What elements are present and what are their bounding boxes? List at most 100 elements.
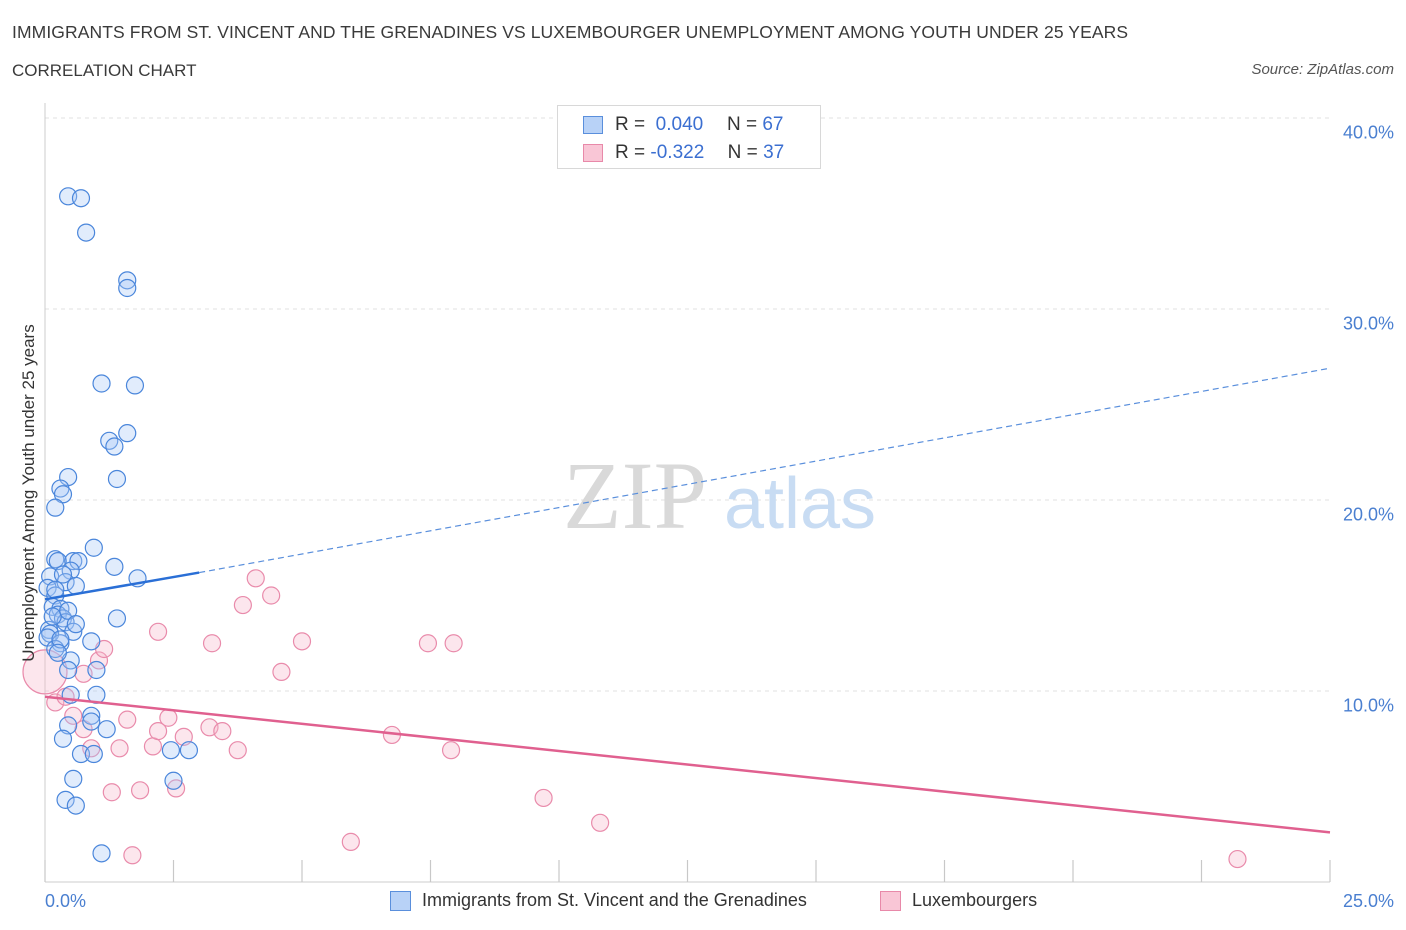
blue-point: [92, 844, 111, 863]
pink-point: [233, 595, 252, 615]
axes: [44, 103, 1331, 883]
legend-swatch-pink: [583, 144, 603, 162]
pink-point: [246, 569, 265, 588]
blue-point: [48, 552, 67, 571]
legend-r-value: -0.322: [650, 142, 705, 163]
blue-point: [164, 771, 183, 790]
legend-label-luxembourgers: Luxembourgers: [912, 890, 1038, 910]
blue-point: [97, 720, 116, 739]
pink-point: [148, 622, 168, 641]
blue-point: [107, 469, 127, 489]
blue-point: [66, 796, 85, 815]
legend-n-value: 67: [762, 114, 784, 135]
blue-point: [84, 744, 103, 764]
pink-point: [123, 846, 142, 865]
legend-row-immigrants: R = 0.040 N = 67: [583, 113, 783, 137]
pink-point: [143, 737, 163, 756]
legend-n-label: N =: [726, 114, 758, 135]
legend-swatch-pink: [880, 890, 901, 911]
series-luxembourgers: [22, 569, 1247, 869]
blue-point: [43, 607, 62, 626]
blue-point: [82, 632, 101, 651]
blue-point: [105, 437, 124, 456]
series-immigrants: [38, 187, 199, 863]
blue-point: [71, 189, 91, 208]
legend-swatch-blue: [583, 116, 603, 134]
y-tick-label: 40.0%: [1342, 122, 1394, 143]
blue-point: [92, 374, 111, 393]
pink-point: [272, 662, 291, 682]
blue-point: [64, 769, 83, 788]
blue-point: [48, 643, 67, 662]
pink-point: [64, 706, 83, 725]
legend-row-luxembourgers: R = -0.322 N = 37: [583, 141, 784, 165]
pink-point: [118, 710, 137, 729]
pink-point: [102, 783, 121, 802]
pink-point: [444, 634, 463, 653]
blue-point: [118, 271, 137, 290]
legend-swatch-blue: [390, 890, 411, 911]
blue-point: [71, 744, 91, 764]
trend-line-immigrants: [44, 571, 200, 601]
blue-point: [53, 485, 73, 504]
blue-point: [46, 498, 65, 517]
pink-point: [418, 634, 438, 653]
blue-point: [77, 223, 96, 242]
chart-subtitle: CORRELATION CHART: [12, 61, 197, 80]
blue-point: [105, 557, 124, 576]
trend-line-luxembourgers: [44, 695, 1331, 834]
blue-point: [100, 431, 119, 450]
pink-point: [202, 634, 222, 653]
legend-r-value: 0.040: [655, 114, 704, 135]
pink-point: [74, 720, 93, 739]
pink-point: [213, 722, 232, 741]
bottom-legend-immigrants[interactable]: Immigrants from St. Vincent and the Gren…: [390, 890, 807, 911]
pink-point: [110, 739, 129, 758]
blue-point: [84, 538, 103, 557]
legend-n-value: 37: [763, 142, 785, 163]
y-axis-label: Unemployment Among Youth under 25 years: [19, 324, 38, 662]
blue-point: [87, 660, 106, 680]
pink-point: [174, 727, 193, 746]
blue-point: [82, 712, 101, 731]
legend-label-immigrants: Immigrants from St. Vincent and the Gren…: [422, 890, 807, 910]
correlation-legend: R = 0.040 N = 67 R = -0.322 N = 37: [557, 105, 821, 169]
blue-point: [46, 550, 65, 569]
blue-point: [125, 376, 145, 395]
source-label: Source: ZipAtlas.com: [1251, 61, 1394, 78]
y-tick-label: 10.0%: [1342, 695, 1394, 716]
blue-point: [82, 706, 101, 725]
pink-point: [130, 781, 150, 800]
blue-point: [53, 565, 73, 584]
pink-point: [262, 586, 281, 605]
blue-point: [53, 729, 73, 748]
blue-point: [56, 790, 75, 809]
pink-point: [1228, 849, 1247, 869]
legend-r-label: R =: [615, 114, 646, 135]
x-tick-label-max: 25.0%: [1342, 891, 1394, 911]
pink-point: [148, 722, 168, 741]
blue-point: [107, 609, 127, 628]
pink-point: [341, 832, 360, 851]
legend-n-label: N =: [727, 142, 758, 163]
pink-point: [159, 708, 178, 727]
pink-point: [292, 632, 312, 651]
legend-r-label: R =: [615, 142, 646, 163]
trend-lines: [44, 367, 1331, 834]
blue-point: [59, 601, 78, 620]
blue-point: [118, 278, 137, 298]
y-tick-label: 20.0%: [1342, 504, 1394, 525]
blue-point: [66, 615, 85, 634]
blue-point: [161, 741, 181, 760]
watermark-atlas: atlas: [724, 464, 876, 544]
blue-point: [118, 424, 137, 443]
blue-point: [51, 630, 70, 649]
watermark-zip: ZIP: [563, 442, 707, 549]
pink-point: [591, 813, 610, 832]
bottom-legend-luxembourgers[interactable]: Luxembourgers: [880, 890, 1037, 911]
pink-point: [534, 788, 553, 808]
blue-point: [59, 716, 78, 735]
pink-point: [228, 741, 247, 760]
chart-title: IMMIGRANTS FROM ST. VINCENT AND THE GREN…: [12, 22, 1129, 42]
